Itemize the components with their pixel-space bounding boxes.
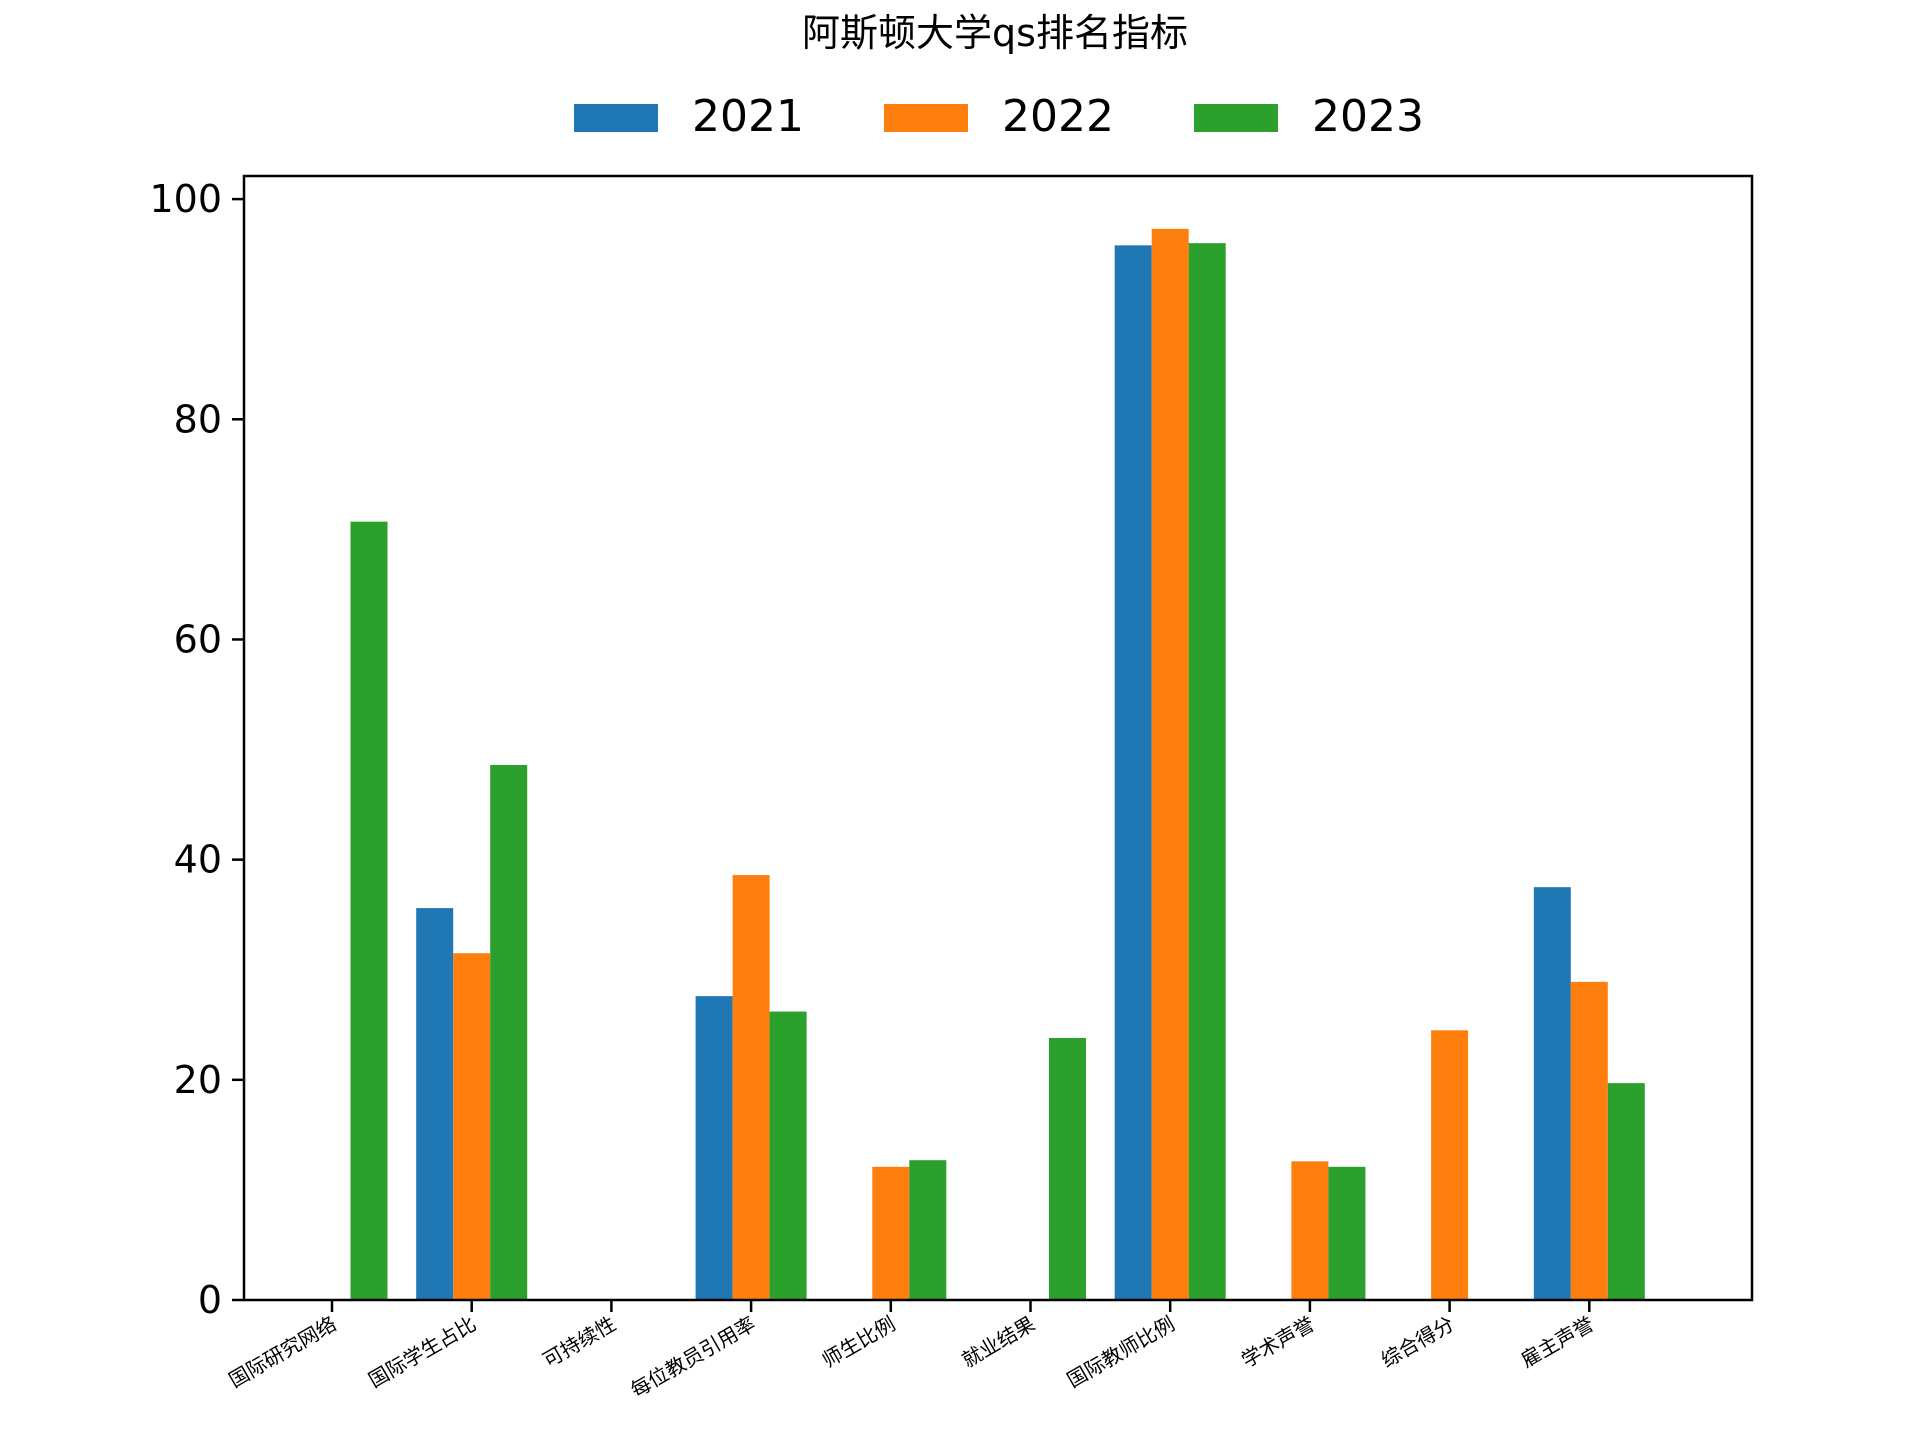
bars-group	[350, 228, 1645, 1301]
y-tick-label: 100	[149, 177, 222, 221]
bar-2022-3	[732, 875, 770, 1300]
bar-2022-1	[453, 953, 491, 1300]
bar-2022-8	[1431, 1030, 1469, 1300]
bar-2023-0	[350, 521, 388, 1300]
bar-2022-9	[1570, 981, 1608, 1300]
bar-2023-1	[490, 764, 528, 1300]
bar-2023-3	[769, 1011, 807, 1300]
y-tick-label: 40	[174, 838, 222, 882]
plot-area-frame	[242, 174, 1754, 1302]
y-tick-label: 80	[174, 397, 222, 441]
x-tick-label: 就业结果	[958, 1312, 1039, 1373]
bar-2021-6	[1114, 245, 1152, 1301]
bar-2022-6	[1151, 228, 1189, 1301]
y-tick-label: 0	[198, 1278, 222, 1322]
x-axis: 国际研究网络 国际学生占比 可持续性 每位教员引用率 师生比例 就业结果 国际教师比例 学术声…	[225, 1300, 1598, 1402]
legend: 2021 2022 2023	[574, 91, 1424, 142]
bar-2023-7	[1328, 1166, 1366, 1300]
bar-2022-4	[872, 1166, 910, 1300]
legend-swatch-2021	[574, 104, 658, 132]
legend-swatch-2022	[884, 104, 968, 132]
x-tick-label: 雇主声誉	[1517, 1312, 1598, 1373]
y-tick-label: 20	[174, 1058, 222, 1102]
legend-label-2021: 2021	[692, 91, 804, 142]
x-tick-label: 学术声誉	[1237, 1312, 1318, 1373]
chart-title: 阿斯顿大学qs排名指标	[802, 11, 1188, 55]
bar-2021-3	[695, 996, 733, 1300]
legend-swatch-2023	[1194, 104, 1278, 132]
x-tick-label: 可持续性	[539, 1312, 620, 1373]
bar-2023-6	[1188, 243, 1226, 1300]
x-tick-label: 国际学生占比	[364, 1312, 480, 1393]
bar-2022-7	[1291, 1161, 1329, 1300]
bar-2021-9	[1533, 887, 1571, 1300]
bar-2023-5	[1049, 1037, 1086, 1300]
x-tick-label: 综合得分	[1377, 1312, 1458, 1373]
bar-2023-4	[909, 1160, 947, 1300]
y-axis: 0 20 40 60 80 100	[149, 177, 244, 1322]
bar-2021-1	[416, 908, 454, 1300]
x-tick-label: 每位教员引用率	[626, 1312, 759, 1403]
x-tick-label: 国际研究网络	[225, 1312, 341, 1393]
x-tick-label: 国际教师比例	[1063, 1312, 1179, 1393]
legend-label-2022: 2022	[1002, 91, 1114, 142]
x-tick-label: 师生比例	[818, 1312, 899, 1373]
bar-2023-9	[1607, 1083, 1645, 1300]
y-tick-label: 60	[174, 617, 222, 661]
legend-label-2023: 2023	[1312, 91, 1424, 142]
